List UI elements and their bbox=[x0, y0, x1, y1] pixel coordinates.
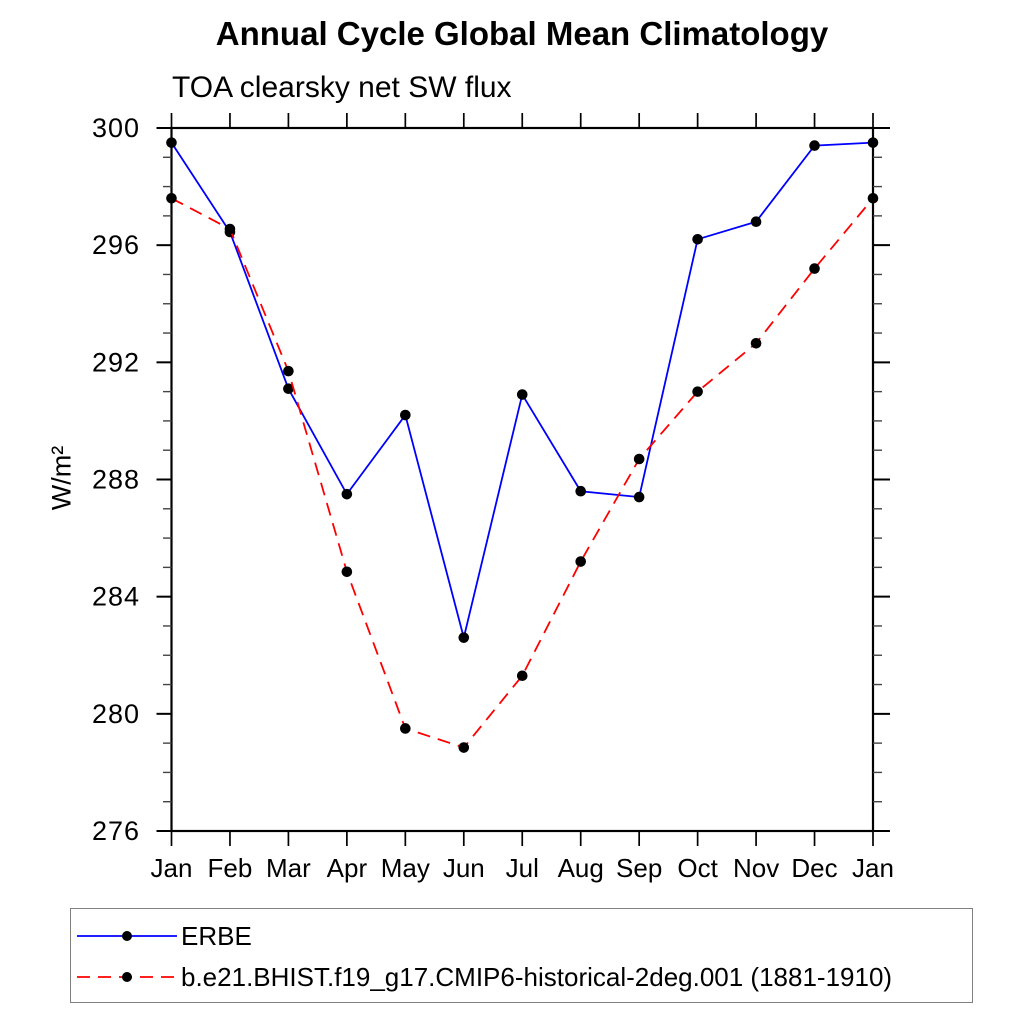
x-tick-label: Sep bbox=[616, 853, 662, 883]
x-tick-label: Dec bbox=[791, 853, 837, 883]
data-point-marker-0 bbox=[341, 488, 353, 500]
y-tick-label: 288 bbox=[92, 465, 140, 495]
x-tick-label: Nov bbox=[733, 853, 779, 883]
x-tick-label: Jul bbox=[506, 853, 539, 883]
data-point-marker-1 bbox=[516, 670, 528, 682]
data-point-marker-1 bbox=[224, 223, 236, 235]
y-tick-label: 280 bbox=[92, 699, 140, 729]
legend-line-sample-dashed bbox=[77, 972, 177, 982]
legend-marker-dot-icon bbox=[122, 931, 132, 941]
data-point-marker-0 bbox=[458, 632, 470, 643]
data-point-marker-0 bbox=[400, 409, 411, 421]
data-point-marker-1 bbox=[341, 566, 353, 578]
x-tick-label: Jun bbox=[443, 853, 485, 883]
legend-label-erbe: ERBE bbox=[181, 920, 252, 951]
data-point-marker-0 bbox=[516, 389, 528, 400]
plot-frame bbox=[170, 126, 875, 833]
data-point-marker-0 bbox=[633, 491, 645, 503]
y-tick-label: 300 bbox=[92, 113, 140, 143]
y-tick-label: 276 bbox=[92, 816, 140, 846]
legend-row-model: b.e21.BHIST.f19_g17.CMIP6-historical-2de… bbox=[77, 962, 892, 992]
data-point-marker-0 bbox=[166, 137, 177, 148]
x-tick-label: May bbox=[381, 853, 430, 883]
x-tick-label: Feb bbox=[208, 853, 253, 883]
data-point-marker-1 bbox=[750, 337, 762, 349]
x-tick-label: Mar bbox=[266, 853, 311, 883]
data-point-marker-1 bbox=[166, 193, 177, 204]
data-point-marker-0 bbox=[692, 234, 703, 245]
data-point-marker-0 bbox=[283, 383, 294, 394]
y-tick-label: 296 bbox=[92, 230, 140, 260]
data-point-marker-1 bbox=[575, 556, 587, 567]
y-tick-label: 284 bbox=[92, 582, 140, 612]
data-point-marker-1 bbox=[809, 263, 820, 274]
data-point-marker-1 bbox=[867, 193, 879, 204]
x-tick-label: Jan bbox=[852, 853, 894, 883]
x-tick-label: Apr bbox=[327, 853, 368, 883]
data-point-marker-0 bbox=[575, 485, 587, 497]
legend-label-model: b.e21.BHIST.f19_g17.CMIP6-historical-2de… bbox=[181, 961, 893, 992]
x-tick-label: Aug bbox=[558, 853, 604, 883]
x-tick-label: Oct bbox=[677, 853, 718, 883]
legend-line-sample-solid bbox=[77, 931, 177, 941]
data-point-marker-1 bbox=[633, 453, 645, 465]
legend-row-erbe: ERBE bbox=[77, 921, 252, 951]
data-point-marker-1 bbox=[692, 386, 703, 397]
x-tick-label: Jan bbox=[151, 853, 193, 883]
data-point-marker-0 bbox=[809, 140, 820, 151]
legend: ERBE b.e21.BHIST.f19_g17.CMIP6-historica… bbox=[70, 908, 973, 1003]
data-point-marker-1 bbox=[400, 723, 411, 734]
data-point-marker-1 bbox=[458, 742, 470, 753]
series-line-1 bbox=[171, 197, 874, 749]
data-point-marker-1 bbox=[283, 365, 294, 377]
legend-marker-dot-icon bbox=[122, 972, 132, 982]
y-tick-label: 292 bbox=[92, 347, 140, 377]
chart-subtitle: TOA clearsky net SW flux bbox=[172, 71, 512, 104]
chart-title: Annual Cycle Global Mean Climatology bbox=[215, 15, 829, 52]
data-point-marker-0 bbox=[750, 216, 762, 228]
data-point-marker-0 bbox=[867, 137, 879, 148]
